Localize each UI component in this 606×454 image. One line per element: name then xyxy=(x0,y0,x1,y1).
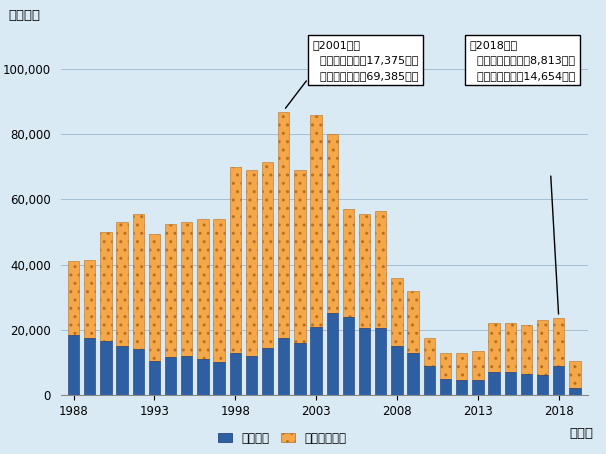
Bar xyxy=(521,325,532,374)
Bar xyxy=(424,365,435,395)
Bar xyxy=(391,346,402,395)
Bar xyxy=(456,380,467,395)
Bar xyxy=(116,346,128,395)
Bar xyxy=(213,219,225,362)
Bar xyxy=(165,224,176,357)
Bar xyxy=(84,260,95,338)
Bar xyxy=(440,353,451,379)
Bar xyxy=(100,232,112,341)
Bar xyxy=(230,167,241,353)
Text: （年）: （年） xyxy=(569,427,593,440)
Bar xyxy=(133,214,144,349)
Text: （2001年）
  活ウナギ　　：17,375トン
  ウナギ調製品：69,385トン: （2001年） 活ウナギ ：17,375トン ウナギ調製品：69,385トン xyxy=(313,39,418,81)
Bar xyxy=(375,211,387,328)
Bar xyxy=(440,379,451,395)
Bar xyxy=(116,222,128,346)
Bar xyxy=(230,353,241,395)
Text: （2018年）
  活ウナギ　　：　8,813トン
  ウナギ調製品：14,654トン: （2018年） 活ウナギ ： 8,813トン ウナギ調製品：14,654トン xyxy=(470,39,575,81)
Bar xyxy=(84,338,95,395)
Bar xyxy=(100,341,112,395)
Bar xyxy=(569,389,581,395)
Legend: 活ウナギ, ウナギ調製品: 活ウナギ, ウナギ調製品 xyxy=(218,432,347,444)
Bar xyxy=(488,372,500,395)
Bar xyxy=(327,313,338,395)
Bar xyxy=(133,349,144,395)
Bar xyxy=(537,320,548,375)
Bar xyxy=(359,214,370,328)
Bar xyxy=(295,170,305,343)
Bar xyxy=(488,323,500,372)
Bar xyxy=(521,374,532,395)
Bar xyxy=(148,233,160,361)
Bar xyxy=(391,277,402,346)
Bar xyxy=(456,353,467,380)
Bar xyxy=(246,356,257,395)
Bar xyxy=(278,338,290,395)
Bar xyxy=(262,348,273,395)
Bar xyxy=(181,222,193,356)
Bar xyxy=(198,219,208,359)
Bar xyxy=(198,359,208,395)
Bar xyxy=(310,114,322,326)
Bar xyxy=(310,326,322,395)
Bar xyxy=(359,328,370,395)
Bar xyxy=(327,134,338,313)
Bar xyxy=(553,318,564,366)
Bar xyxy=(472,380,484,395)
Bar xyxy=(407,353,419,395)
Bar xyxy=(505,323,516,372)
Bar xyxy=(262,163,273,348)
Bar xyxy=(343,317,354,395)
Bar xyxy=(246,170,257,356)
Bar xyxy=(165,357,176,395)
Bar xyxy=(278,112,290,338)
Bar xyxy=(472,351,484,380)
Bar xyxy=(375,328,387,395)
Bar xyxy=(343,209,354,317)
Bar xyxy=(295,343,305,395)
Bar xyxy=(424,338,435,365)
Bar xyxy=(213,362,225,395)
Bar xyxy=(68,262,79,335)
Bar xyxy=(569,361,581,389)
Bar xyxy=(407,291,419,353)
Bar xyxy=(68,335,79,395)
Bar xyxy=(181,356,193,395)
Bar xyxy=(553,366,564,395)
Bar xyxy=(505,372,516,395)
Bar xyxy=(148,361,160,395)
Bar xyxy=(537,375,548,395)
Text: （トン）: （トン） xyxy=(8,9,40,22)
